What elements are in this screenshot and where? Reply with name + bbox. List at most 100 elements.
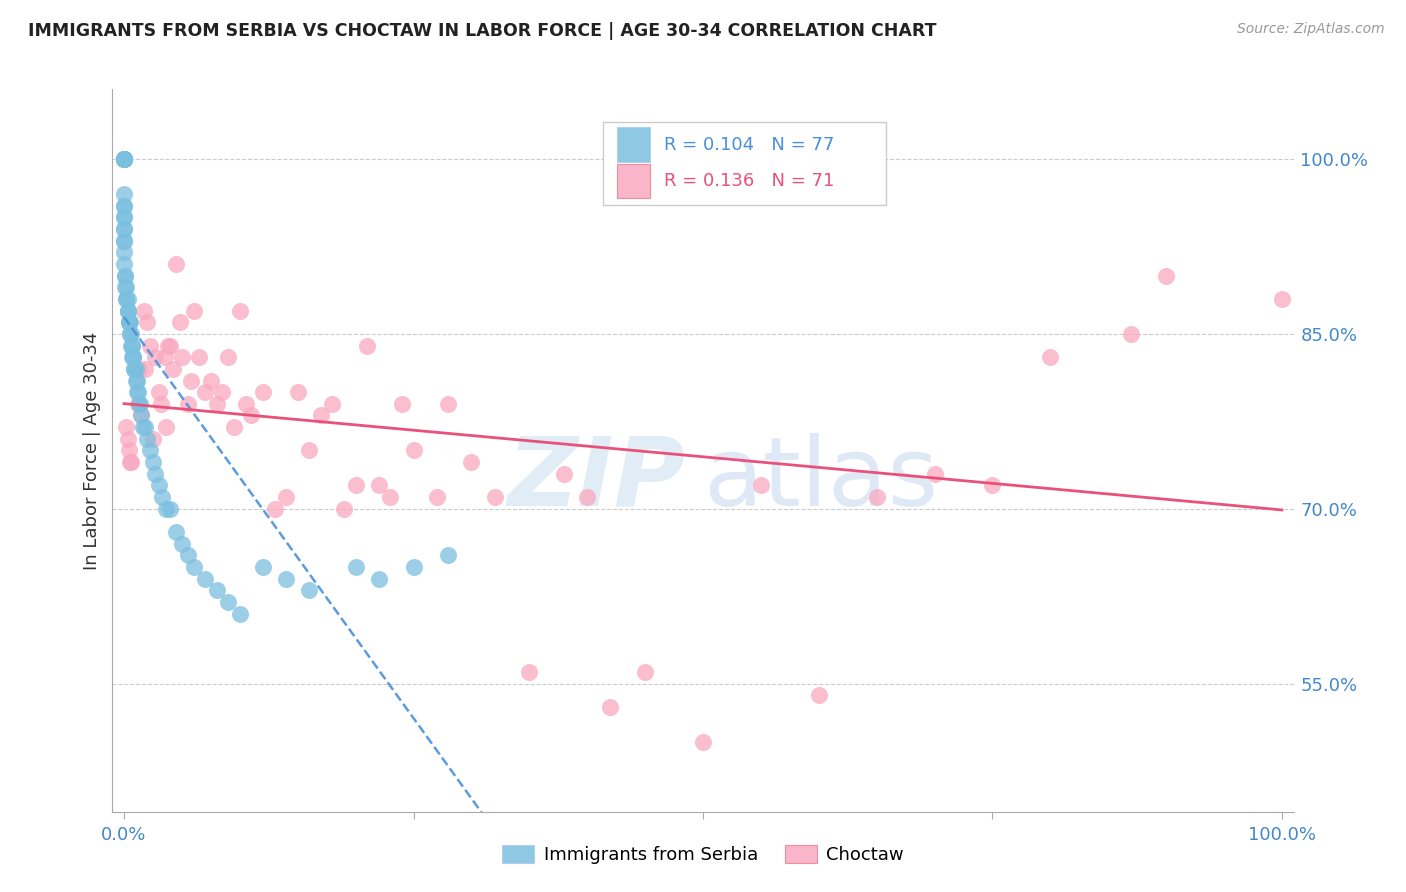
Point (309, 409, 332, 423)
Point (148, 478, 170, 492)
Point (122, 350, 145, 364)
Point (112, 211, 135, 225)
Point (1154, 268, 1177, 283)
Point (127, 385, 149, 400)
Point (437, 549, 460, 563)
Point (205, 397, 228, 411)
Point (124, 362, 146, 376)
Point (114, 280, 136, 294)
Point (553, 467, 575, 481)
Point (333, 501, 356, 516)
Point (138, 338, 160, 352)
Text: R = 0.104   N = 77: R = 0.104 N = 77 (664, 136, 834, 153)
Point (118, 326, 141, 341)
Point (112, 234, 135, 248)
Point (122, 350, 145, 364)
Point (142, 432, 165, 446)
Point (229, 303, 252, 318)
Point (118, 315, 141, 329)
Point (125, 385, 148, 400)
Point (117, 292, 139, 306)
Point (121, 338, 143, 352)
Point (112, 199, 135, 213)
Point (183, 303, 205, 318)
Point (402, 560, 425, 574)
Text: ZIP: ZIP (508, 433, 685, 526)
Point (252, 560, 274, 574)
Point (380, 490, 402, 504)
Point (402, 443, 425, 458)
Point (252, 385, 274, 400)
Point (1271, 292, 1294, 306)
Point (460, 455, 482, 469)
Point (1039, 350, 1062, 364)
Bar (617, 128, 650, 162)
Point (112, 187, 135, 202)
Point (112, 222, 135, 236)
Point (112, 152, 135, 166)
Point (124, 362, 146, 376)
Point (924, 467, 946, 481)
Point (118, 315, 141, 329)
Point (194, 572, 217, 586)
Point (217, 350, 239, 364)
Point (115, 292, 138, 306)
Point (155, 501, 177, 516)
Point (229, 607, 252, 621)
Point (132, 303, 155, 318)
Point (118, 326, 141, 341)
Point (222, 420, 245, 434)
Point (170, 350, 193, 364)
Point (344, 560, 367, 574)
Point (148, 385, 170, 400)
Point (165, 524, 187, 539)
Point (205, 583, 228, 598)
Point (128, 362, 150, 376)
Point (367, 478, 389, 492)
Point (121, 338, 143, 352)
Point (155, 420, 177, 434)
Point (120, 338, 142, 352)
Point (276, 490, 298, 504)
Point (118, 455, 141, 469)
Point (136, 432, 159, 446)
Point (131, 409, 153, 423)
Point (287, 385, 309, 400)
Point (298, 583, 321, 598)
Point (112, 222, 135, 236)
Point (112, 199, 135, 213)
Point (180, 374, 202, 388)
Point (517, 665, 540, 679)
Text: atlas: atlas (703, 433, 938, 526)
Point (183, 560, 205, 574)
Point (121, 350, 143, 364)
Point (142, 455, 165, 469)
Point (129, 397, 152, 411)
Point (159, 338, 181, 352)
Point (134, 420, 156, 434)
Point (112, 257, 135, 271)
Point (112, 152, 135, 166)
Point (157, 338, 180, 352)
Point (200, 374, 222, 388)
Point (131, 420, 153, 434)
Point (117, 303, 139, 318)
FancyBboxPatch shape (603, 121, 886, 205)
Point (240, 409, 263, 423)
Point (866, 490, 889, 504)
Point (131, 409, 153, 423)
Point (150, 397, 173, 411)
Point (263, 501, 285, 516)
Point (112, 245, 135, 260)
Point (118, 315, 141, 329)
Point (112, 234, 135, 248)
Point (112, 152, 135, 166)
Point (484, 490, 506, 504)
Point (981, 478, 1004, 492)
Point (344, 478, 367, 492)
Point (112, 152, 135, 166)
Point (391, 397, 413, 411)
Point (211, 385, 233, 400)
Point (138, 443, 160, 458)
Point (112, 152, 135, 166)
